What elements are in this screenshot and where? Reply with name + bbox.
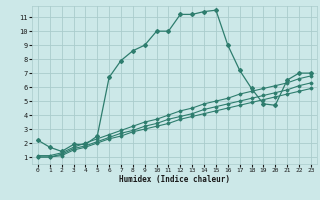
X-axis label: Humidex (Indice chaleur): Humidex (Indice chaleur): [119, 175, 230, 184]
